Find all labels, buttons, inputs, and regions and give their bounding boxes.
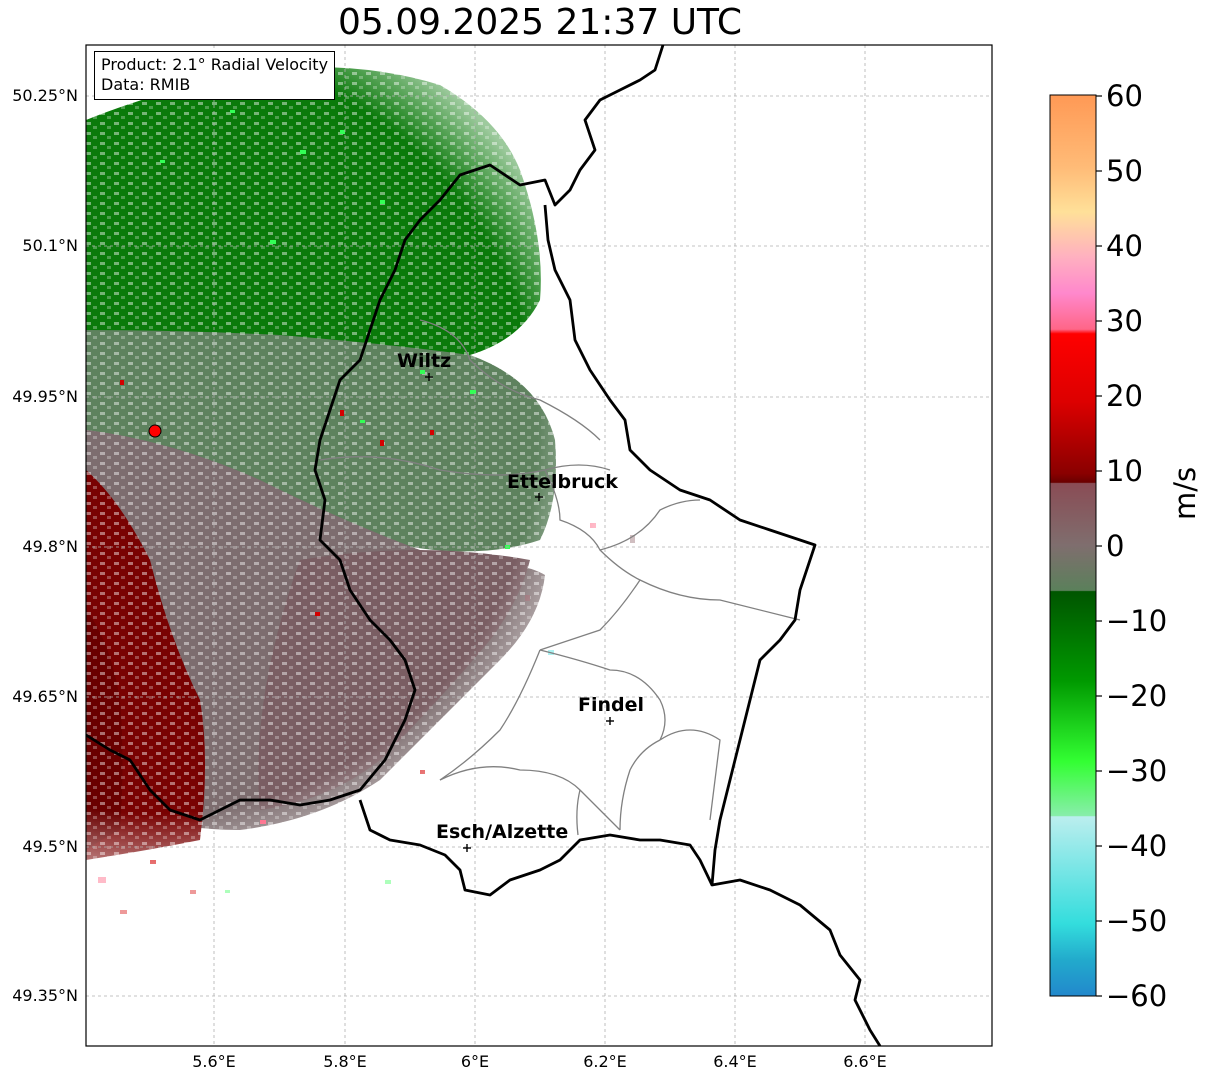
- colorbar-tick-label: 30: [1106, 304, 1143, 338]
- lat-tick: 50.1°N: [22, 236, 78, 255]
- city-label: Wiltz: [397, 350, 451, 372]
- map-title: 05.09.2025 21:37 UTC: [337, 2, 743, 43]
- lat-tick: 49.65°N: [12, 687, 78, 706]
- lat-tick: 49.95°N: [12, 387, 78, 406]
- lon-tick: 5.6°E: [192, 1052, 236, 1071]
- colorbar-tick-label: −60: [1106, 979, 1168, 1013]
- colorbar-tick-label: 10: [1106, 454, 1143, 488]
- colorbar-tick-label: 40: [1106, 229, 1143, 263]
- lat-tick: 49.35°N: [12, 986, 78, 1005]
- lon-tick: 5.8°E: [323, 1052, 367, 1071]
- colorbar-tick-label: −30: [1106, 754, 1168, 788]
- colorbar-tick-label: −10: [1106, 604, 1168, 638]
- colorbar-tick-label: −20: [1106, 679, 1168, 713]
- city-label: Ettelbruck: [507, 471, 618, 493]
- lon-tick: 6.2°E: [583, 1052, 627, 1071]
- canton-borders: [319, 319, 801, 836]
- colorbar-tick-label: 0: [1106, 529, 1125, 563]
- plot-frame: [85, 44, 993, 1047]
- lat-tick: 50.25°N: [12, 86, 78, 105]
- city-markers: Wiltz Ettelbruck Findel Esch/Alzette: [397, 350, 644, 852]
- city-label: Findel: [578, 694, 644, 716]
- city-label: Esch/Alzette: [436, 821, 568, 843]
- lat-tick: 49.8°N: [22, 537, 78, 556]
- colorbar-tick-label: 50: [1106, 154, 1143, 188]
- colorbar-tick-label: −50: [1106, 904, 1168, 938]
- lon-tick: 6.4°E: [713, 1052, 757, 1071]
- colorbar-tick-label: −40: [1106, 829, 1168, 863]
- colorbar: [1049, 94, 1097, 997]
- product-label: Product: 2.1° Radial Velocity: [101, 55, 329, 74]
- radar-site-marker: [148, 424, 162, 438]
- lon-tick: 6°E: [461, 1052, 489, 1071]
- lon-axis: 5.6°E 5.8°E 6°E 6.2°E 6.4°E 6.6°E: [192, 1052, 887, 1071]
- lon-tick: 6.6°E: [843, 1052, 887, 1071]
- colorbar-tick-label: 20: [1106, 379, 1143, 413]
- lat-tick: 49.5°N: [22, 837, 78, 856]
- colorbar-tick-label: 60: [1106, 79, 1143, 113]
- colorbar-ticks: [1096, 95, 1102, 997]
- national-borders: [86, 45, 882, 1046]
- product-info-box: Product: 2.1° Radial Velocity Data: RMIB: [94, 51, 336, 100]
- data-source-label: Data: RMIB: [101, 75, 191, 94]
- colorbar-unit-label: m/s: [1168, 466, 1202, 520]
- lat-axis: 50.25°N 50.1°N 49.95°N 49.8°N 49.65°N 49…: [12, 86, 78, 1005]
